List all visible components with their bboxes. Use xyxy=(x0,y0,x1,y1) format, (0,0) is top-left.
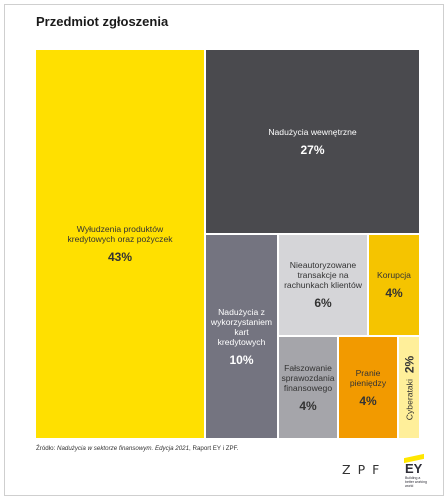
cell-value-pranie-pieniedzy: 4% xyxy=(359,393,377,408)
source-prefix: Źródło: xyxy=(36,445,57,452)
cell-value-naduzycia-wewnetrzne: 27% xyxy=(300,142,325,157)
ey-logo-text: EY xyxy=(405,461,423,476)
treemap-cell-korupcja xyxy=(369,235,419,335)
frame-border xyxy=(4,4,444,496)
treemap-cell-wyludzenia xyxy=(36,50,204,438)
source-suffix: , Raport EY i ZPF. xyxy=(189,445,239,452)
ey-tagline: Building a better working world xyxy=(405,476,427,488)
ey-logo: EY Building a better working world xyxy=(404,453,427,490)
source-note: Źródło: Nadużycia w sektorze finansowym.… xyxy=(36,445,238,452)
cell-category-karty-kredytowe: Nadużycia z wykorzystaniem kart kredytow… xyxy=(210,306,273,347)
cell-label-karty-kredytowe: Nadużycia z wykorzystaniem kart kredytow… xyxy=(206,235,277,438)
cell-label-wyludzenia: Wyłudzenia produktów kredytowych oraz po… xyxy=(36,50,204,438)
cell-value-karty-kredytowe: 10% xyxy=(229,352,254,367)
treemap-cell-falszowanie-sprawozdania xyxy=(279,337,337,438)
cell-category-falszowanie-sprawozdania: Fałszowanie sprawozdania finansowego xyxy=(281,362,335,393)
cell-label-falszowanie-sprawozdania: Fałszowanie sprawozdania finansowego 4% xyxy=(279,337,337,438)
cell-value-korupcja: 4% xyxy=(385,286,403,300)
zpf-logo: ZPF xyxy=(342,462,387,477)
cell-label-naduzycia-wewnetrzne: Nadużycia wewnętrzne 27% xyxy=(206,50,419,233)
cell-category-pranie-pieniedzy: Pranie pieniędzy xyxy=(349,367,387,388)
cell-label-cyberataki: Cyberataki 2% xyxy=(399,337,419,438)
treemap-cell-cyberataki xyxy=(399,337,419,438)
cell-category-nieautoryzowane-transakcje: Nieautoryzowane transakcje na rachunkach… xyxy=(284,260,362,290)
cell-category-korupcja: Korupcja xyxy=(377,270,411,280)
treemap-cell-karty-kredytowe xyxy=(206,235,277,438)
treemap-cell-nieautoryzowane-transakcje xyxy=(279,235,367,335)
cell-value-wyludzenia: 43% xyxy=(107,250,133,264)
cell-value-falszowanie-sprawozdania: 4% xyxy=(299,398,317,413)
treemap-cell-pranie-pieniedzy xyxy=(339,337,397,438)
cell-value-cyberataki: 2% xyxy=(402,355,416,373)
cell-label-nieautoryzowane-transakcje: Nieautoryzowane transakcje na rachunkach… xyxy=(279,235,367,335)
source-title: Nadużycia w sektorze finansowym. Edycja … xyxy=(56,445,190,452)
cell-category-naduzycia-wewnetrzne: Nadużycia wewnętrzne xyxy=(268,126,357,137)
cell-category-wyludzenia: Wyłudzenia produktów kredytowych oraz po… xyxy=(67,224,173,244)
treemap-cell-naduzycia-wewnetrzne xyxy=(206,50,419,233)
cell-value-nieautoryzowane-transakcje: 6% xyxy=(314,296,332,310)
cell-label-pranie-pieniedzy: Pranie pieniędzy 4% xyxy=(339,337,397,438)
chart-title: Przedmiot zgłoszenia xyxy=(36,14,169,29)
cell-category-cyberataki: Cyberataki xyxy=(404,378,414,420)
cell-label-korupcja: Korupcja 4% xyxy=(369,235,419,335)
